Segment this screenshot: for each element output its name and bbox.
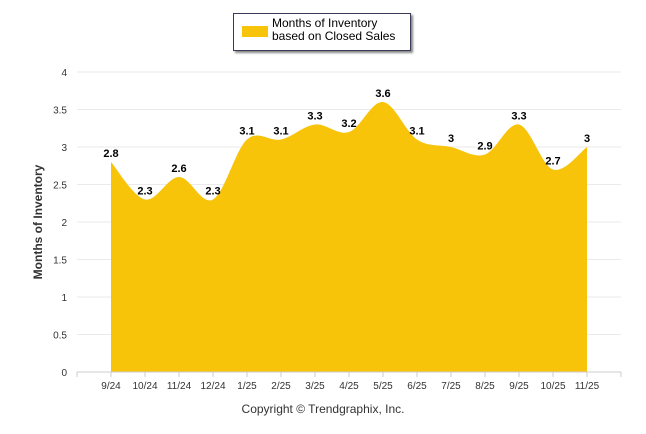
x-tick-label: 1/25 (237, 381, 257, 392)
data-label: 3.6 (375, 88, 390, 100)
data-label: 3 (584, 133, 590, 145)
data-label: 2.7 (545, 156, 560, 168)
y-tick-label: 0.5 (53, 331, 67, 342)
data-label: 2.3 (137, 186, 152, 198)
copyright: Copyright © Trendgraphix, Inc. (241, 402, 405, 416)
x-tick-label: 12/24 (200, 381, 225, 392)
legend: Months of Inventory based on Closed Sale… (233, 13, 411, 51)
area-series (111, 101, 587, 373)
x-tick-label: 11/24 (167, 381, 192, 392)
x-tick-label: 8/25 (475, 381, 495, 392)
data-label: 3.1 (273, 126, 288, 138)
y-tick-label: 1.5 (53, 256, 67, 267)
x-tick-label: 10/24 (132, 381, 157, 392)
x-tick-label: 5/25 (373, 381, 393, 392)
data-label: 3.3 (511, 111, 526, 123)
legend-label: Months of Inventory based on Closed Sale… (272, 16, 396, 43)
data-label: 3.1 (409, 126, 424, 138)
x-tick-label: 2/25 (271, 381, 291, 392)
y-tick-label: 1 (61, 293, 67, 304)
data-label: 2.6 (171, 163, 186, 175)
data-label: 2.9 (477, 141, 492, 153)
y-tick-label: 2.5 (53, 181, 67, 192)
x-tick-label: 11/25 (575, 381, 600, 392)
y-tick-label: 3 (61, 143, 67, 154)
x-tick-label: 7/25 (441, 381, 461, 392)
x-tick-label: 3/25 (305, 381, 325, 392)
y-axis-title: Months of Inventory (31, 164, 45, 279)
data-label: 3 (448, 133, 454, 145)
x-tick-label: 4/25 (339, 381, 359, 392)
x-tick-label: 9/25 (509, 381, 529, 392)
y-tick-label: 3.5 (53, 106, 67, 117)
data-label: 2.3 (205, 186, 220, 198)
x-tick-label: 10/25 (540, 381, 565, 392)
data-label: 3.3 (307, 111, 322, 123)
data-label: 3.2 (341, 118, 356, 130)
x-tick-label: 9/24 (101, 381, 121, 392)
data-label: 2.8 (103, 148, 118, 160)
y-tick-label: 4 (61, 68, 67, 79)
x-tick-label: 6/25 (407, 381, 427, 392)
data-label: 3.1 (239, 126, 254, 138)
y-tick-label: 0 (61, 368, 67, 379)
legend-swatch (242, 26, 268, 37)
y-tick-label: 2 (61, 218, 67, 229)
